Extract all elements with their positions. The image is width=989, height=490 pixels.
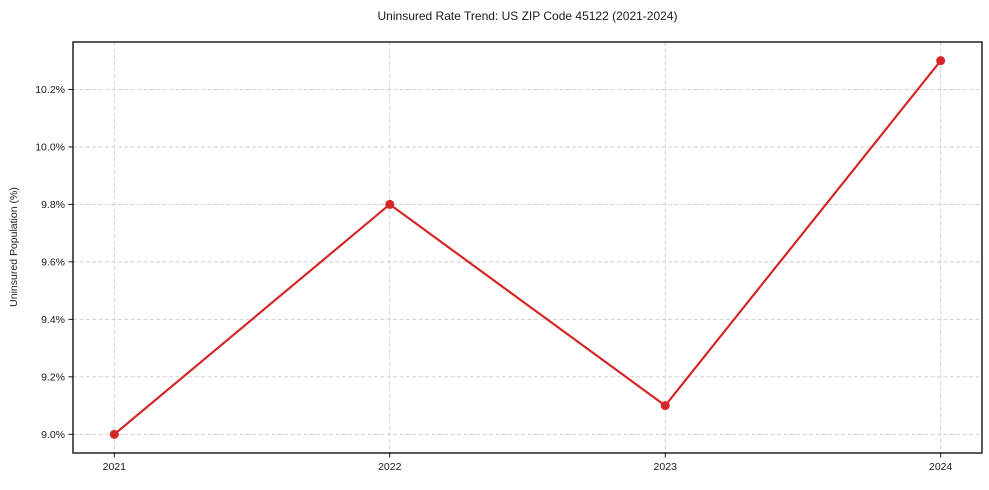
data-point	[109, 429, 119, 439]
y-tick-label: 9.0%	[41, 429, 65, 441]
chart-title: Uninsured Rate Trend: US ZIP Code 45122 …	[377, 9, 678, 23]
x-tick-label: 2021	[103, 461, 127, 473]
data-point	[936, 56, 946, 66]
y-tick-label: 9.2%	[41, 371, 65, 383]
y-tick-label: 9.8%	[41, 199, 65, 211]
trend-line	[113, 59, 942, 436]
x-tick-label: 2024	[929, 461, 953, 473]
data-point	[660, 401, 670, 411]
y-tick-label: 9.4%	[41, 314, 65, 326]
data-point	[385, 199, 395, 209]
x-tick-label: 2023	[654, 461, 678, 473]
plot-border	[72, 41, 983, 454]
y-tick-label: 10.2%	[35, 84, 65, 96]
x-tick-label: 2022	[378, 461, 402, 473]
y-tick-label: 9.6%	[41, 256, 65, 268]
y-tick-label: 10.0%	[35, 141, 65, 153]
